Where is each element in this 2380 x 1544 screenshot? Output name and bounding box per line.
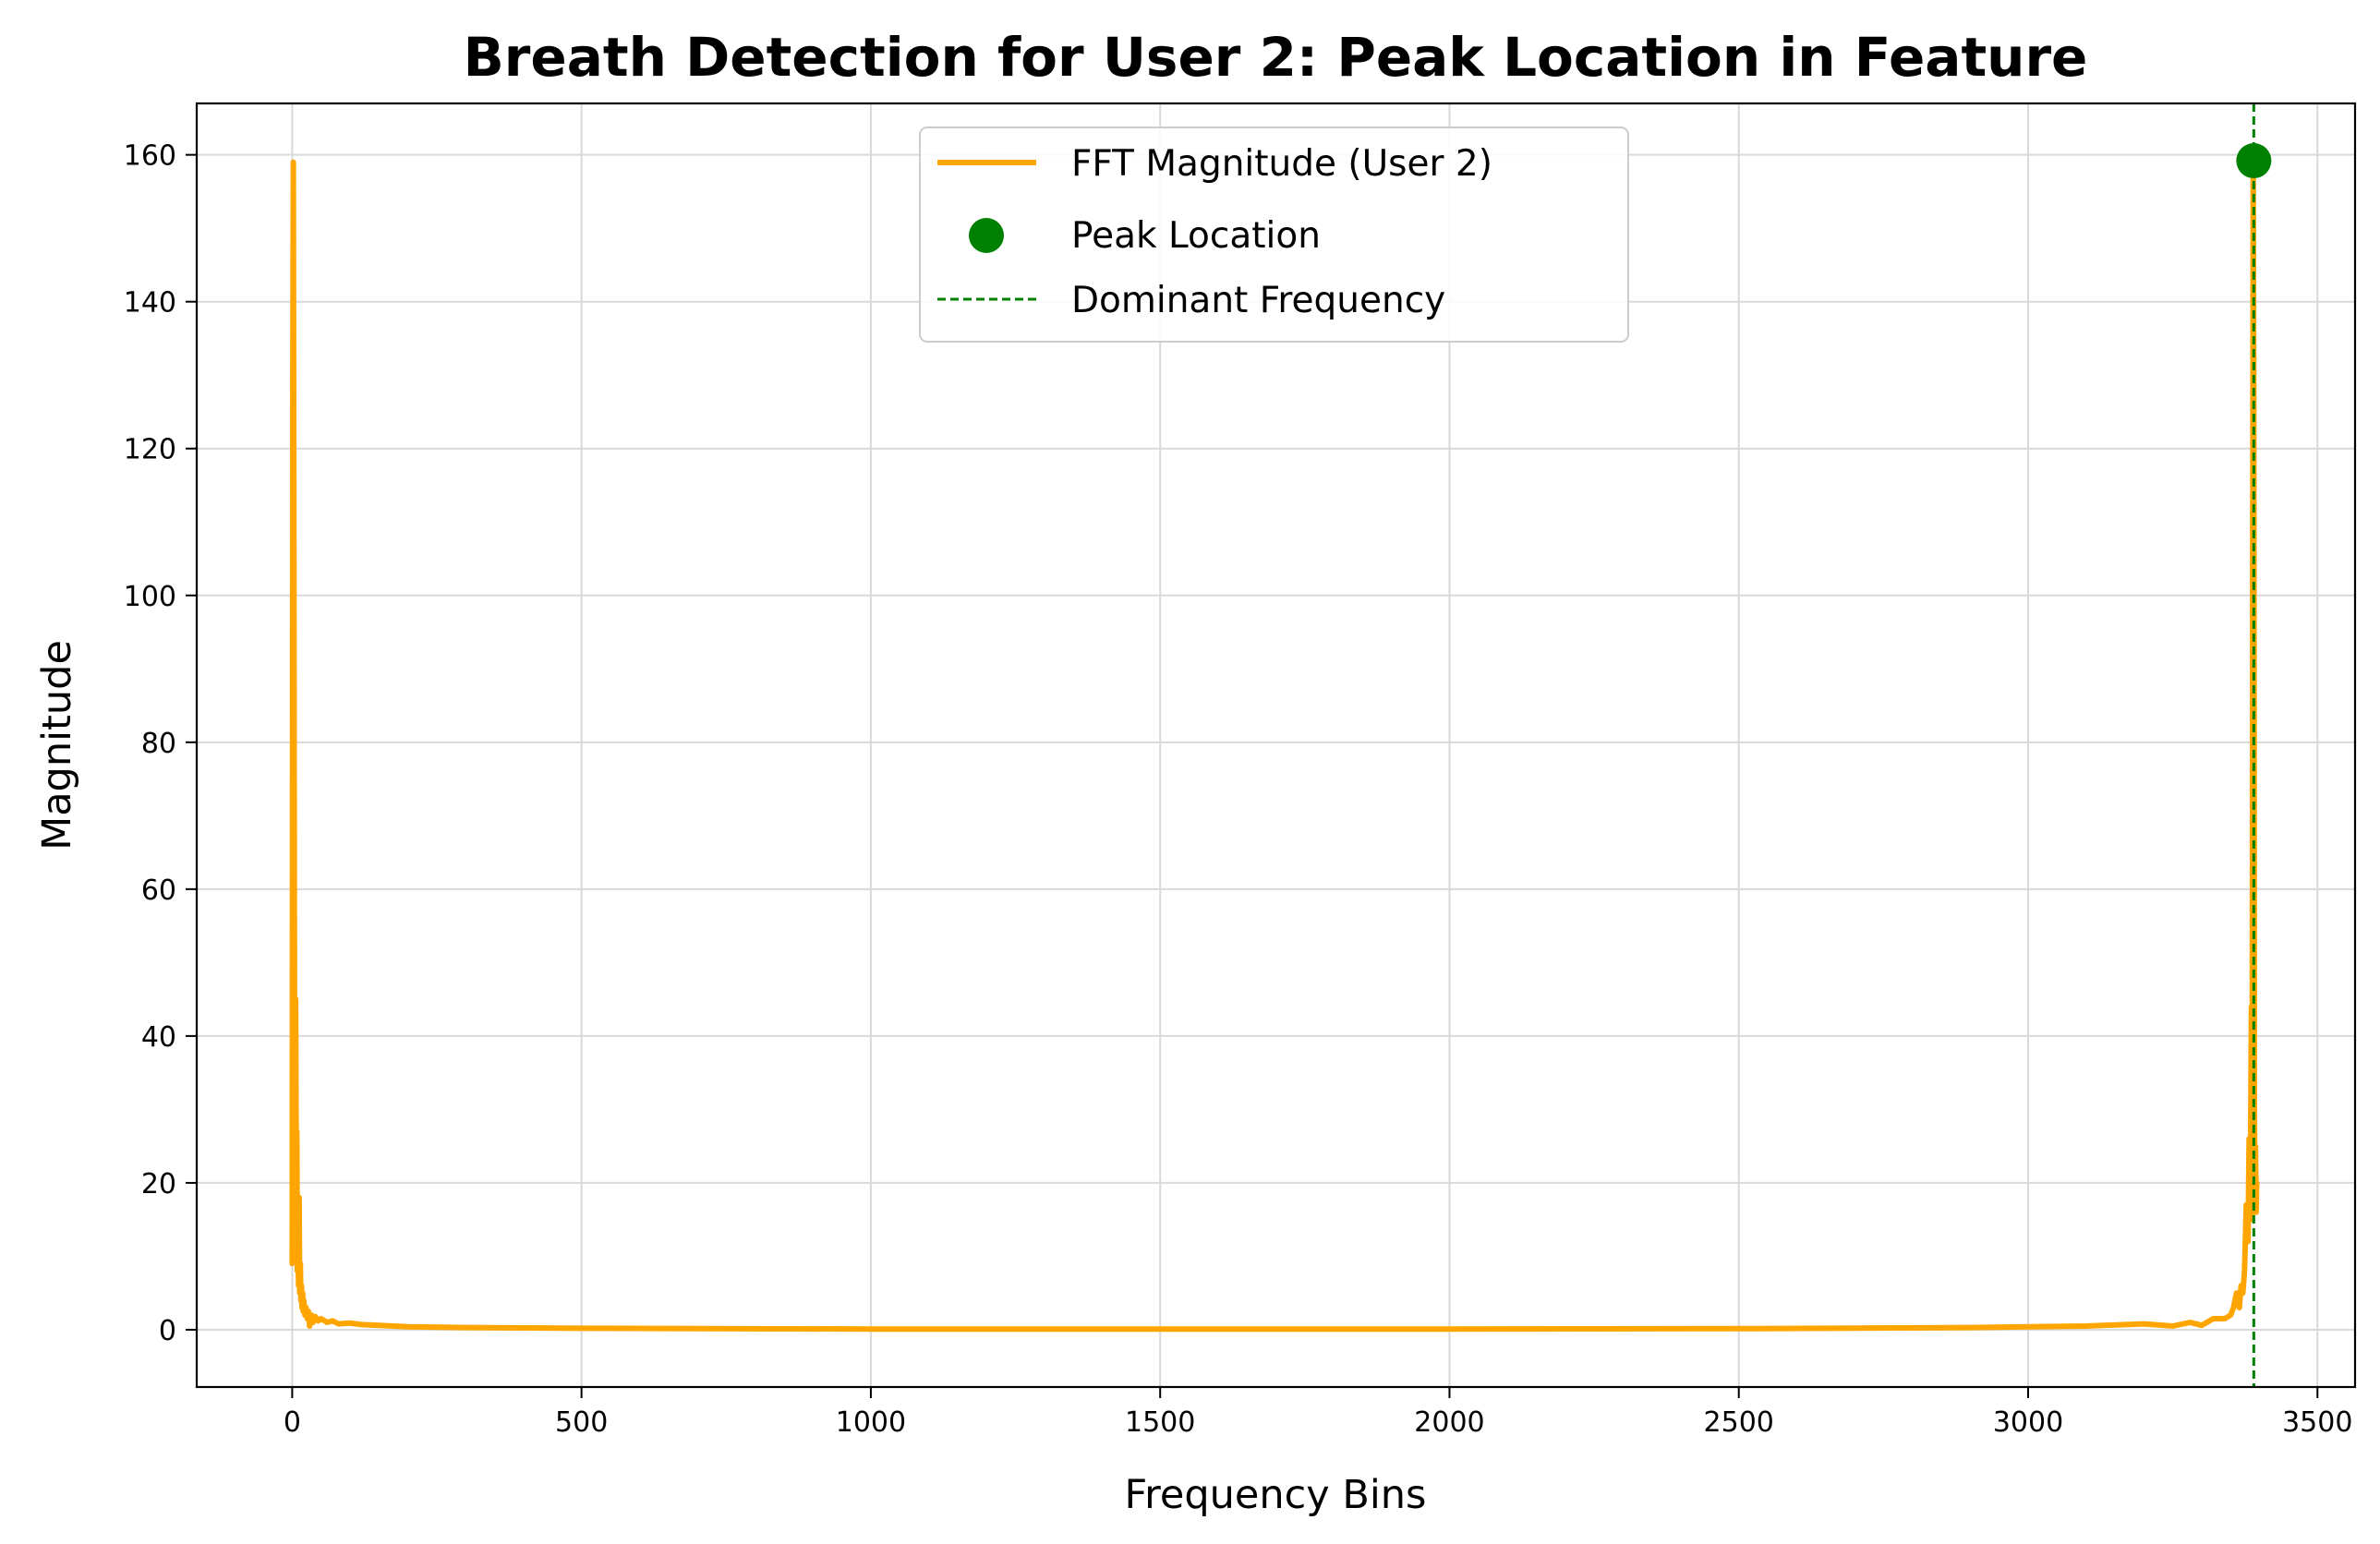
legend: FFT Magnitude (User 2) Peak Location Dom…: [919, 127, 1629, 343]
series-layer: [289, 103, 2272, 1387]
x-tick-label: 2500: [1704, 1406, 1774, 1439]
legend-dominant-label: Dominant Frequency: [1071, 280, 1445, 321]
y-tick-label: 40: [141, 1021, 176, 1054]
peak-location-marker: [2236, 143, 2272, 179]
legend-peak-label: Peak Location: [1071, 215, 1321, 257]
y-tick-label: 20: [141, 1168, 176, 1200]
x-tick-label: 0: [284, 1406, 301, 1439]
y-tick-label: 0: [159, 1315, 176, 1347]
y-tick-label: 140: [124, 287, 176, 320]
y-tick-label: 120: [124, 434, 176, 466]
y-tick-label: 80: [141, 728, 176, 760]
x-axis-label: Frequency Bins: [1125, 1472, 1427, 1518]
x-tick-label: 1500: [1125, 1406, 1195, 1439]
chart-title: Breath Detection for User 2: Peak Locati…: [464, 26, 2088, 89]
x-tick-label: 3500: [2282, 1406, 2352, 1439]
y-tick-label: 160: [124, 140, 176, 173]
legend-peak-swatch: [969, 218, 1004, 253]
y-tick-label: 100: [124, 581, 176, 613]
x-tick-label: 500: [555, 1406, 608, 1439]
legend-fft-label: FFT Magnitude (User 2): [1071, 143, 1492, 185]
fft-magnitude-line: [289, 159, 2260, 1333]
x-tick-label: 2000: [1414, 1406, 1484, 1439]
legend-box: [919, 127, 1629, 343]
y-axis: 0 20 40 60 80 100 120 140 160: [124, 140, 197, 1347]
plot-frame: [195, 102, 2357, 1389]
x-axis: 0 500 1000 1500 2000 2500 3000 3500: [284, 1387, 2352, 1439]
plot-area: [289, 103, 2272, 1387]
x-tick-label: 3000: [1993, 1406, 2063, 1439]
y-axis-label: Magnitude: [34, 640, 80, 850]
y-tick-label: 60: [141, 875, 176, 907]
x-tick-label: 1000: [836, 1406, 906, 1439]
